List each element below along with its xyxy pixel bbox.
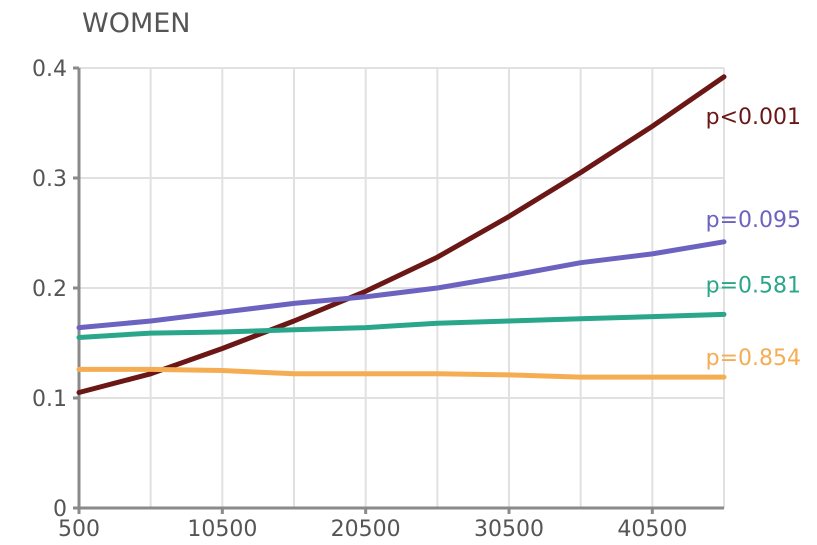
series-line-2 xyxy=(76,239,727,331)
x-tick-label: 500 xyxy=(58,517,100,542)
series-line-3 xyxy=(76,311,727,340)
chart-title: WOMEN xyxy=(82,8,191,39)
y-tick-label: 0.3 xyxy=(32,167,67,192)
series-labels: p<0.001 p=0.095 p=0.581 p=0.854 xyxy=(706,105,801,371)
grid-layer xyxy=(79,67,725,508)
x-tick-label: 10500 xyxy=(187,517,257,542)
x-tick-label: 30500 xyxy=(474,517,544,542)
y-tick-label: 0.4 xyxy=(32,57,67,82)
y-tick-label: 0 xyxy=(53,497,67,522)
series-label-2: p=0.095 xyxy=(706,208,801,233)
y-tick-label: 0.1 xyxy=(32,387,67,412)
series-line-4 xyxy=(76,366,727,380)
tick-labels: 0 0.1 0.2 0.3 0.4 500 10500 20500 30500 40500 xyxy=(32,57,687,542)
axes-layer xyxy=(73,66,724,514)
x-tick-label: 20500 xyxy=(331,517,401,542)
series-layer xyxy=(76,74,727,395)
x-tick-label: 40500 xyxy=(617,517,687,542)
series-label-3: p=0.581 xyxy=(706,273,801,298)
series-label-1: p<0.001 xyxy=(706,105,801,130)
y-tick-label: 0.2 xyxy=(32,277,67,302)
series-label-4: p=0.854 xyxy=(706,346,801,371)
series-line-1 xyxy=(76,74,727,395)
